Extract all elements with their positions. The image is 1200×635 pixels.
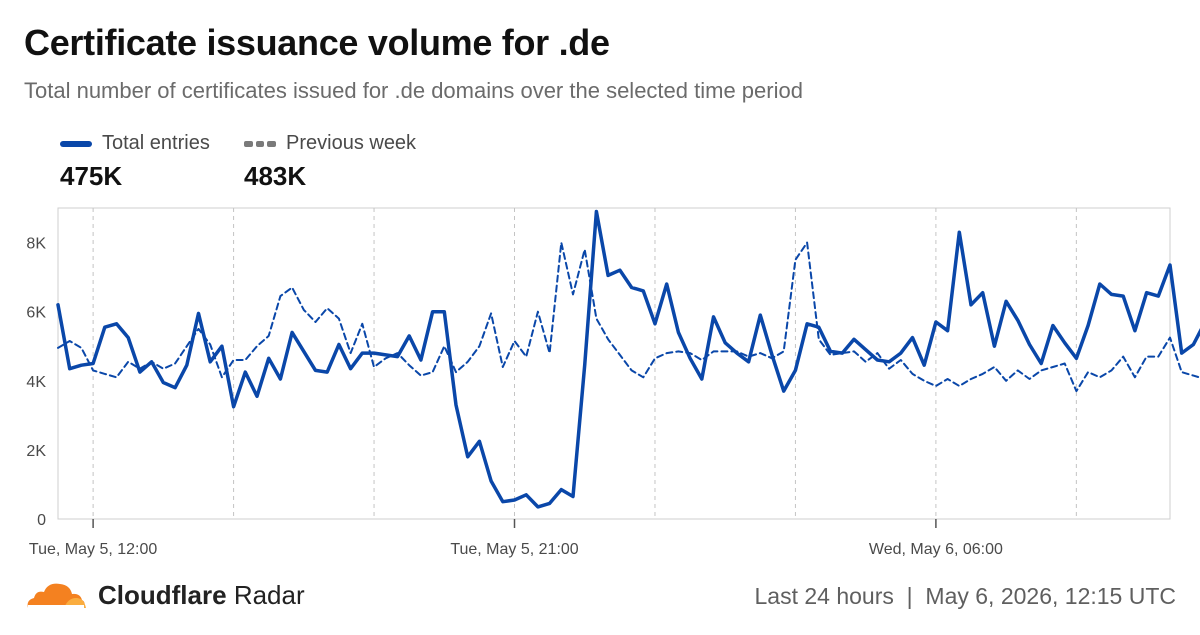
page-title: Certificate issuance volume for .de [24, 22, 610, 63]
y-tick-label: 0 [37, 512, 46, 529]
dashed-line-swatch-icon [244, 140, 277, 147]
plot-frame [57, 207, 1171, 520]
cloudflare-cloud-icon [27, 583, 86, 608]
series-line-previous-week [57, 241, 1200, 393]
x-tick-label: Wed, May 6, 06:00 [869, 541, 1003, 558]
y-tick-label: 4K [26, 374, 46, 391]
legend-label: Previous week [286, 132, 417, 154]
solid-line-swatch-icon [60, 140, 92, 147]
page-subtitle: Total number of certificates issued for … [24, 78, 803, 103]
line-chart: 0 2K 4K 6K 8K Tue, May 5, 12:00 Tue, May 5, 21… [26, 207, 1200, 558]
time-range-info: Last 24 hours | May 6, 2026, 12:15 UTC [755, 583, 1177, 610]
legend-value: 483K [244, 161, 307, 191]
y-tick-label: 2K [26, 443, 46, 460]
period-label: Last 24 hours [754, 583, 894, 609]
brand-name: Cloudflare Radar [98, 579, 305, 610]
legend-label: Total entries [102, 132, 210, 154]
separator: | [906, 583, 913, 609]
series-line-total-entries [56, 209, 1200, 509]
timestamp: May 6, 2026, 12:15 UTC [925, 583, 1176, 609]
x-tick-label: Tue, May 5, 12:00 [29, 541, 157, 558]
legend-previous-week[interactable]: Previous week 483K [244, 132, 416, 192]
y-tick-label: 6K [26, 305, 46, 322]
x-tick-label: Tue, May 5, 21:00 [450, 541, 578, 558]
cloudflare-radar-logo: Cloudflare Radar [24, 578, 305, 612]
y-tick-label: 8K [26, 236, 46, 253]
legend-value: 475K [60, 161, 123, 191]
legend-total-entries[interactable]: Total entries 475K [60, 132, 210, 192]
